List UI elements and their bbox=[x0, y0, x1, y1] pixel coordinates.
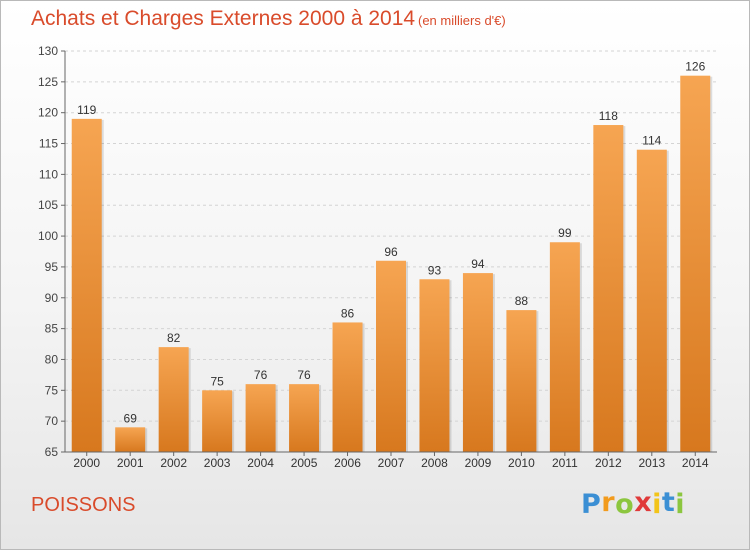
bar-2005 bbox=[289, 384, 320, 452]
bar-2010 bbox=[506, 310, 537, 452]
data-label: 69 bbox=[124, 411, 138, 425]
bar-2004 bbox=[245, 384, 276, 452]
x-tick-label: 2004 bbox=[247, 456, 274, 470]
x-tick-label: 2001 bbox=[117, 456, 144, 470]
logo-letter: r bbox=[601, 487, 616, 518]
x-tick-label: 2010 bbox=[508, 456, 535, 470]
data-label: 76 bbox=[254, 368, 268, 382]
y-tick-label: 115 bbox=[39, 137, 58, 151]
chart-title: Achats et Charges Externes 2000 à 2014 bbox=[31, 7, 416, 30]
bar-2011 bbox=[549, 242, 580, 452]
logo-letter: i bbox=[675, 489, 686, 520]
logo-letter: t bbox=[661, 487, 676, 518]
y-tick-label: 80 bbox=[45, 352, 59, 366]
y-tick-label: 95 bbox=[45, 260, 59, 274]
y-tick-label: 65 bbox=[45, 445, 59, 459]
chart-subtitle: (en milliers d'€) bbox=[418, 13, 506, 28]
x-tick-label: 2011 bbox=[552, 456, 578, 470]
bar-2008 bbox=[419, 279, 450, 452]
bar-2012 bbox=[593, 125, 624, 453]
y-tick-label: 100 bbox=[38, 229, 58, 243]
x-tick-label: 2002 bbox=[160, 456, 187, 470]
x-tick-label: 2000 bbox=[73, 456, 100, 470]
data-label: 96 bbox=[384, 245, 398, 259]
y-tick-label: 130 bbox=[38, 44, 58, 58]
bar-2003 bbox=[202, 390, 233, 452]
x-tick-label: 2009 bbox=[465, 456, 492, 470]
logo-letter: x bbox=[634, 487, 653, 518]
x-tick-label: 2008 bbox=[421, 456, 448, 470]
y-tick-label: 85 bbox=[45, 322, 59, 336]
bar-2014 bbox=[680, 75, 711, 452]
data-label: 82 bbox=[167, 331, 181, 345]
data-label: 126 bbox=[685, 60, 705, 74]
x-tick-label: 2005 bbox=[291, 456, 318, 470]
bar-2001 bbox=[115, 427, 146, 452]
bar-2009 bbox=[462, 273, 493, 452]
data-label: 119 bbox=[77, 103, 96, 117]
y-tick-label: 75 bbox=[45, 383, 59, 397]
data-label: 99 bbox=[558, 226, 572, 240]
data-label: 88 bbox=[515, 294, 529, 308]
x-tick-label: 2006 bbox=[334, 456, 361, 470]
bar-2013 bbox=[636, 149, 667, 452]
commune-name: POISSONS bbox=[31, 494, 136, 516]
x-tick-label: 2014 bbox=[682, 456, 709, 470]
y-tick-label: 110 bbox=[39, 167, 58, 181]
logo-letter: o bbox=[615, 489, 635, 520]
data-label: 75 bbox=[210, 374, 224, 388]
data-label: 118 bbox=[599, 109, 618, 123]
x-tick-label: 2012 bbox=[595, 456, 622, 470]
logo-letter: i bbox=[652, 489, 662, 520]
y-tick-label: 90 bbox=[45, 291, 59, 305]
data-label: 86 bbox=[341, 306, 355, 320]
y-tick-label: 70 bbox=[45, 414, 59, 428]
data-label: 93 bbox=[428, 263, 442, 277]
bar-2002 bbox=[158, 347, 189, 452]
data-label: 114 bbox=[642, 134, 661, 148]
bar-2000 bbox=[71, 118, 102, 452]
data-label: 76 bbox=[297, 368, 311, 382]
proxiti-logo: Proxiti bbox=[581, 487, 686, 520]
y-tick-label: 105 bbox=[38, 198, 58, 212]
x-tick-label: 2007 bbox=[378, 456, 405, 470]
y-tick-label: 120 bbox=[38, 106, 58, 120]
bar-2007 bbox=[376, 260, 406, 452]
data-label: 94 bbox=[471, 257, 485, 271]
y-tick-label: 125 bbox=[38, 75, 58, 89]
x-tick-label: 2003 bbox=[204, 456, 231, 470]
logo-letter: P bbox=[581, 489, 602, 520]
bar-2006 bbox=[332, 322, 363, 452]
x-tick-label: 2013 bbox=[638, 456, 665, 470]
